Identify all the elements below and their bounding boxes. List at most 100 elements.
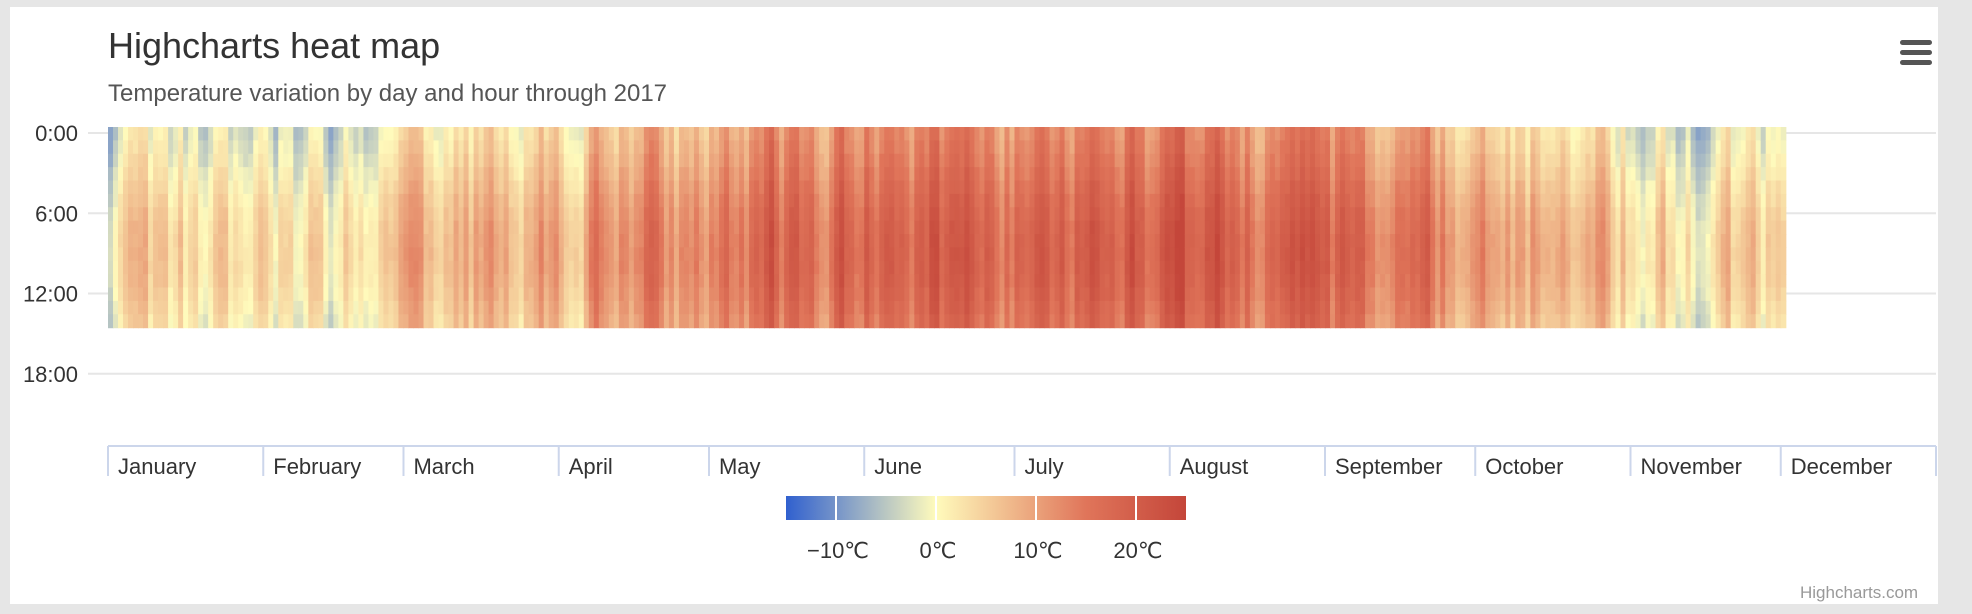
heat-cell bbox=[1014, 287, 1021, 302]
heat-cell bbox=[1244, 167, 1251, 182]
heat-cell bbox=[1219, 207, 1226, 222]
heat-cell bbox=[1184, 140, 1191, 155]
heat-cell bbox=[1094, 274, 1101, 289]
heat-cell bbox=[343, 314, 349, 329]
heat-cell bbox=[443, 234, 450, 248]
heat-cell bbox=[989, 193, 996, 208]
heat-cell bbox=[1735, 180, 1742, 195]
heat-cell bbox=[1149, 260, 1156, 275]
heat-cell bbox=[1355, 180, 1361, 195]
heat-cell bbox=[248, 193, 254, 208]
heat-cell bbox=[358, 180, 365, 195]
heat-cell bbox=[673, 180, 680, 195]
heat-cell bbox=[899, 274, 905, 289]
heat-cell bbox=[1279, 127, 1286, 141]
heat-cell bbox=[1340, 207, 1346, 222]
heat-cell bbox=[123, 193, 129, 208]
heat-cell bbox=[663, 247, 670, 262]
heat-cell bbox=[994, 220, 1001, 235]
heat-cell bbox=[1269, 140, 1276, 155]
heat-cell bbox=[1600, 127, 1607, 141]
heat-cell bbox=[789, 274, 795, 289]
heat-cell bbox=[1129, 207, 1136, 222]
heat-cell bbox=[1615, 300, 1622, 315]
heat-cell bbox=[1004, 193, 1011, 208]
heat-cell bbox=[1755, 167, 1762, 182]
heat-cell bbox=[223, 314, 229, 329]
heat-cell bbox=[308, 220, 314, 235]
heat-cell bbox=[744, 193, 750, 208]
heat-cell bbox=[548, 234, 555, 248]
heat-cell bbox=[1274, 234, 1281, 248]
heat-cell bbox=[769, 140, 775, 155]
heat-cell bbox=[1435, 193, 1441, 208]
heat-cell bbox=[1269, 127, 1276, 141]
heat-cell bbox=[1585, 167, 1592, 182]
heat-cell bbox=[1505, 193, 1511, 208]
heat-cell bbox=[1325, 287, 1331, 302]
heat-cell bbox=[1600, 153, 1607, 168]
heat-cell bbox=[1154, 193, 1161, 208]
heat-cell bbox=[1515, 193, 1521, 208]
heat-cell bbox=[914, 287, 920, 302]
heat-cell bbox=[1645, 140, 1652, 155]
heat-cell bbox=[799, 260, 805, 275]
heat-cell bbox=[949, 314, 955, 329]
heat-cell bbox=[248, 260, 254, 275]
heat-cell bbox=[358, 127, 365, 141]
heat-cell bbox=[1375, 220, 1381, 235]
chart-credits[interactable]: Highcharts.com bbox=[1800, 583, 1919, 602]
heat-cell bbox=[1415, 314, 1421, 329]
heat-cell bbox=[799, 167, 805, 182]
heat-cell bbox=[1630, 247, 1637, 262]
heat-cell bbox=[934, 260, 940, 275]
heat-cell bbox=[198, 180, 204, 195]
heat-cell bbox=[283, 287, 289, 302]
heat-cell bbox=[708, 247, 715, 262]
heat-cell bbox=[468, 140, 475, 155]
heat-cell bbox=[1174, 220, 1181, 235]
heat-cell bbox=[703, 274, 710, 289]
heat-cell bbox=[1415, 193, 1421, 208]
heat-cell bbox=[1049, 220, 1056, 235]
heat-cell bbox=[999, 260, 1006, 275]
heat-cell bbox=[944, 247, 950, 262]
heat-cell bbox=[989, 180, 996, 195]
heat-cell bbox=[1289, 167, 1296, 182]
heat-cell bbox=[729, 247, 735, 262]
heat-cell bbox=[784, 180, 790, 195]
heat-cell bbox=[1685, 247, 1692, 262]
heat-cell bbox=[1670, 140, 1677, 155]
hamburger-menu-icon[interactable] bbox=[1898, 37, 1934, 71]
heat-cell bbox=[1430, 260, 1436, 275]
heat-cell bbox=[1570, 314, 1577, 329]
heat-cell bbox=[388, 180, 395, 195]
heat-cell bbox=[1655, 127, 1662, 141]
heat-cell bbox=[468, 287, 475, 302]
heat-cell bbox=[819, 287, 825, 302]
heat-cell bbox=[518, 220, 525, 235]
heat-cell bbox=[1159, 193, 1166, 208]
heat-cell bbox=[1304, 193, 1311, 208]
heat-cell bbox=[1715, 314, 1722, 329]
heat-cell bbox=[1645, 274, 1652, 289]
heat-cell bbox=[418, 140, 425, 155]
heat-cell bbox=[1545, 127, 1551, 141]
heat-cell bbox=[1655, 193, 1662, 208]
heat-cell bbox=[1375, 314, 1381, 329]
heat-cell bbox=[969, 274, 976, 289]
heat-cell bbox=[1655, 207, 1662, 222]
heat-cell bbox=[1254, 127, 1261, 141]
heat-cell bbox=[1520, 274, 1526, 289]
heat-cell bbox=[969, 127, 976, 141]
heat-cell bbox=[1435, 234, 1441, 248]
heat-cell bbox=[408, 207, 415, 222]
heat-cell bbox=[804, 260, 810, 275]
heat-cell bbox=[1700, 220, 1707, 235]
heat-cell bbox=[1254, 193, 1261, 208]
heat-cell bbox=[1119, 153, 1126, 168]
heat-cell bbox=[744, 167, 750, 182]
heat-cell bbox=[418, 167, 425, 182]
heat-cell bbox=[373, 220, 380, 235]
heat-cell bbox=[458, 287, 465, 302]
